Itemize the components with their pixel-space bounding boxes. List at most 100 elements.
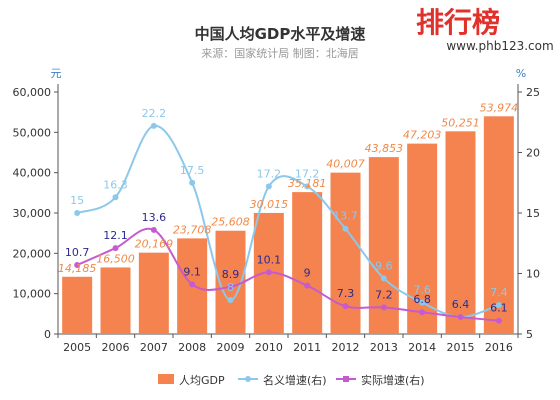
nominal-data-label: 8: [227, 281, 234, 294]
real-growth-point: [495, 317, 502, 324]
real-growth-point: [342, 303, 349, 310]
real-growth-point: [74, 262, 81, 269]
nominal-data-label: 7.4: [490, 286, 508, 299]
bar-data-label: 47,203: [403, 129, 442, 142]
x-tick-label: 2013: [370, 341, 398, 354]
nominal-growth-point: [150, 122, 157, 129]
x-tick-label: 2009: [217, 341, 245, 354]
x-tick-label: 2007: [140, 341, 168, 354]
nominal-data-label: 16.3: [103, 178, 128, 191]
bar-gdp: [292, 192, 323, 334]
nominal-growth-point: [304, 183, 311, 190]
bar-data-label: 14,185: [58, 262, 97, 275]
legend: 人均GDP 名义增速(右) 实际增速(右): [158, 373, 425, 387]
bar-data-label: 53,974: [480, 101, 519, 114]
bar-data-label: 23,708: [173, 223, 212, 236]
left-tick-label: 60,000: [13, 86, 52, 99]
real-growth-point: [457, 314, 464, 321]
legend-label-nominal: 名义增速(右): [263, 373, 327, 387]
nominal-data-label: 9.6: [375, 259, 393, 272]
right-tick-label: 20: [526, 147, 540, 160]
real-data-label: 7.2: [375, 288, 393, 301]
real-data-label: 10.7: [65, 246, 90, 259]
nominal-data-label: 17.2: [257, 167, 282, 180]
real-growth-point: [380, 304, 387, 311]
right-tick-label: 10: [526, 268, 540, 281]
nominal-growth-point: [74, 210, 81, 216]
x-tick-label: 2016: [485, 341, 513, 354]
left-tick-label: 20,000: [13, 247, 52, 260]
left-tick-label: 30,000: [13, 207, 52, 220]
nominal-growth-point: [227, 297, 234, 304]
real-growth-point: [112, 245, 119, 252]
real-data-label: 9: [304, 267, 311, 280]
legend-label-gdp: 人均GDP: [179, 374, 225, 387]
real-growth-point: [150, 226, 157, 233]
left-tick-label: 50,000: [13, 126, 52, 139]
real-growth-point: [419, 309, 426, 316]
bar-gdp: [100, 267, 131, 334]
nominal-data-label: 7.6: [413, 284, 431, 297]
line-series: [74, 122, 502, 324]
chart-subtitle: 来源：国家统计局 制图：北海居: [201, 46, 359, 60]
legend-marker-nominal: [245, 376, 251, 382]
bar-series: [62, 116, 514, 334]
real-data-label: 13.6: [142, 211, 167, 224]
real-growth-point: [304, 282, 311, 289]
nominal-growth-point: [380, 275, 387, 282]
x-tick-label: 2008: [178, 341, 206, 354]
nominal-data-label: 17.5: [180, 164, 205, 177]
nominal-growth-point: [112, 194, 119, 201]
right-tick-label: 15: [526, 207, 540, 220]
left-axis-ticks: 0 10,000 20,000 30,000 40,000 50,000 60,000: [13, 86, 58, 341]
legend-swatch-gdp: [158, 374, 174, 384]
x-tick-label: 2012: [332, 341, 360, 354]
logo-url: www.phb123.com: [446, 39, 553, 53]
x-axis-ticks: 2005 2006 2007 2008 2009 2010 2011 2012 2013 2014…: [57, 334, 519, 354]
bar-data-label: 50,251: [441, 116, 480, 129]
bar-data-label: 40,007: [326, 158, 365, 171]
bar-gdp: [483, 116, 514, 334]
real-growth-point: [189, 281, 196, 288]
nominal-data-label: 15: [70, 194, 84, 207]
real-data-label: 6.4: [452, 298, 470, 311]
nominal-growth-point: [265, 183, 272, 190]
bar-data-label: 30,015: [250, 198, 289, 211]
bar-data-label: 16,500: [96, 252, 135, 265]
legend-label-real: 实际增速(右): [361, 373, 425, 387]
nominal-data-label: 13.7: [333, 210, 358, 223]
real-data-label: 9.1: [183, 265, 201, 278]
bar-gdp: [330, 172, 361, 334]
real-growth-point: [227, 283, 234, 290]
bar-data-label: 20,169: [135, 238, 174, 251]
x-tick-label: 2011: [293, 341, 321, 354]
right-tick-label: 25: [526, 86, 540, 99]
bar-data-label: 35,181: [288, 177, 327, 190]
bar-gdp: [445, 131, 476, 334]
real-data-label: 8.9: [222, 268, 240, 281]
logo-text: 排行榜: [416, 6, 500, 39]
bar-data-label: 25,608: [211, 216, 250, 229]
x-tick-label: 2006: [102, 341, 130, 354]
right-tick-label: 5: [526, 328, 533, 341]
nominal-data-label: 6.4: [452, 298, 470, 311]
real-growth-point: [265, 269, 272, 276]
left-tick-label: 40,000: [13, 167, 52, 180]
real-data-label: 6.8: [413, 293, 431, 306]
real-data-label: 7.3: [337, 287, 355, 300]
bar-gdp: [138, 252, 169, 334]
right-axis-ticks: 5 10 15 20 25: [518, 86, 540, 341]
chart-title: 中国人均GDP水平及增速: [195, 25, 366, 43]
right-axis-unit: %: [516, 67, 526, 80]
x-tick-label: 2005: [63, 341, 91, 354]
x-tick-label: 2015: [447, 341, 475, 354]
real-data-label: 10.1: [257, 253, 282, 266]
left-tick-label: 0: [44, 328, 51, 341]
nominal-data-label: 17.2: [295, 167, 320, 180]
x-tick-label: 2014: [408, 341, 436, 354]
nominal-growth-point: [342, 225, 349, 232]
left-axis-unit: 元: [51, 67, 62, 80]
nominal-growth-point: [419, 299, 426, 306]
